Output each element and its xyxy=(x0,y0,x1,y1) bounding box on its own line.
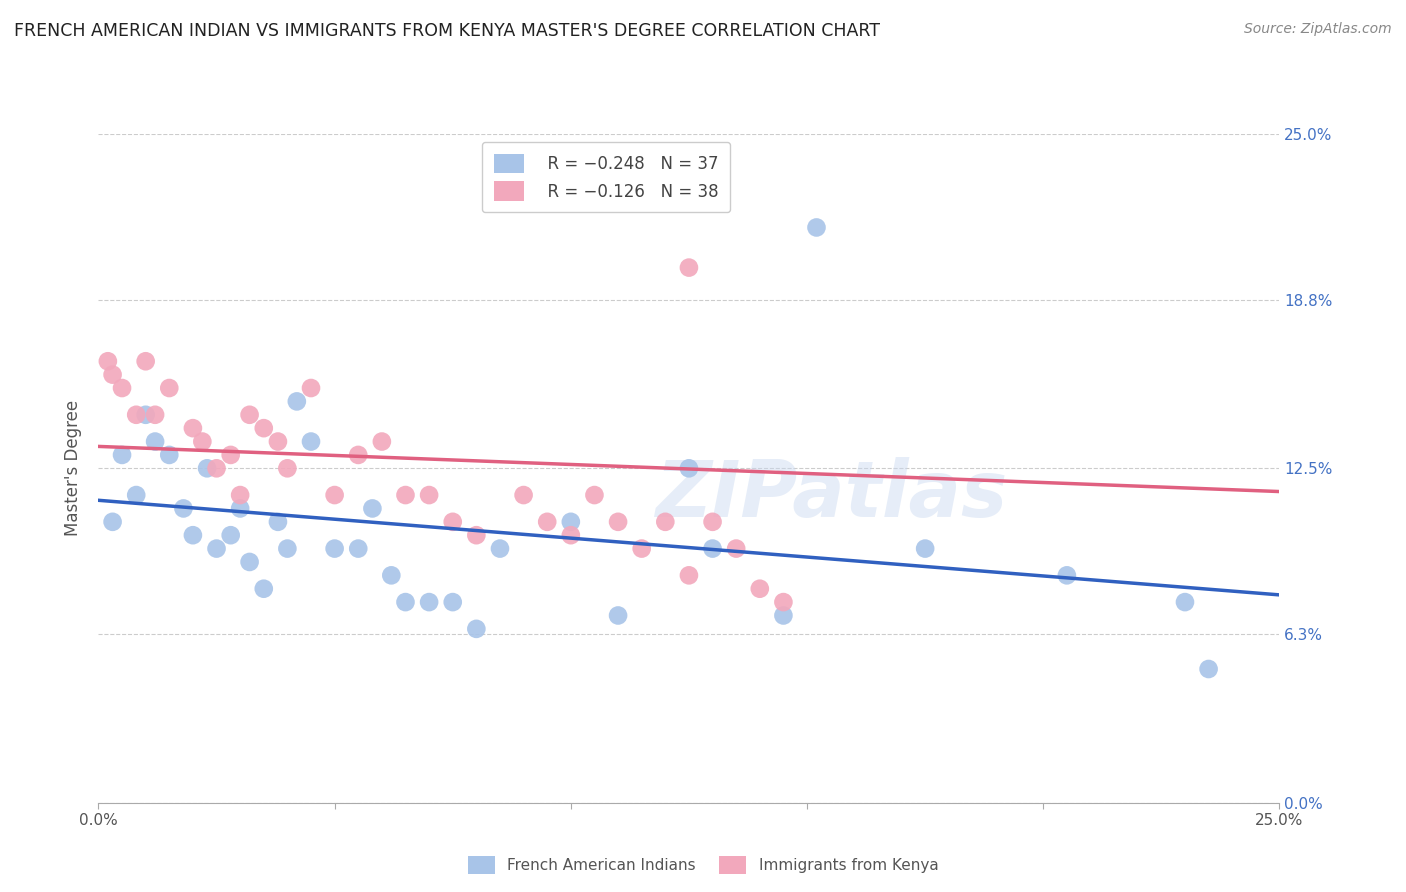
Point xyxy=(111,381,134,395)
Point xyxy=(181,528,204,542)
Point xyxy=(772,608,794,623)
Point xyxy=(380,568,402,582)
Point xyxy=(607,608,630,623)
Point xyxy=(219,528,242,542)
Text: FRENCH AMERICAN INDIAN VS IMMIGRANTS FROM KENYA MASTER'S DEGREE CORRELATION CHAR: FRENCH AMERICAN INDIAN VS IMMIGRANTS FRO… xyxy=(14,22,880,40)
Point xyxy=(205,541,228,556)
Point xyxy=(1198,662,1220,676)
Point xyxy=(111,448,134,462)
Point xyxy=(394,488,416,502)
Point xyxy=(418,488,440,502)
Point xyxy=(125,488,148,502)
Point xyxy=(394,595,416,609)
Point xyxy=(583,488,606,502)
Point xyxy=(191,434,214,449)
Point xyxy=(157,381,180,395)
Point xyxy=(512,488,534,502)
Point xyxy=(607,515,630,529)
Point xyxy=(536,515,558,529)
Point xyxy=(172,501,194,516)
Point xyxy=(630,541,652,556)
Point xyxy=(143,434,166,449)
Point xyxy=(125,408,148,422)
Point xyxy=(229,501,252,516)
Point xyxy=(219,448,242,462)
Point xyxy=(267,515,290,529)
Point xyxy=(725,541,748,556)
Point xyxy=(195,461,218,475)
Point xyxy=(702,541,724,556)
Point xyxy=(135,354,157,368)
Point xyxy=(347,448,370,462)
Point xyxy=(299,434,322,449)
Point xyxy=(253,582,276,596)
Point xyxy=(276,541,298,556)
Point xyxy=(361,501,384,516)
Legend: French American Indians, Immigrants from Kenya: French American Indians, Immigrants from… xyxy=(461,850,945,880)
Text: Source: ZipAtlas.com: Source: ZipAtlas.com xyxy=(1244,22,1392,37)
Point xyxy=(276,461,298,475)
Point xyxy=(560,528,582,542)
Point xyxy=(914,541,936,556)
Point xyxy=(1174,595,1197,609)
Point xyxy=(678,568,700,582)
Point xyxy=(748,582,770,596)
Point xyxy=(135,408,157,422)
Point xyxy=(702,515,724,529)
Y-axis label: Master's Degree: Master's Degree xyxy=(65,401,83,536)
Point xyxy=(1056,568,1078,582)
Point xyxy=(299,381,322,395)
Point xyxy=(229,488,252,502)
Point xyxy=(143,408,166,422)
Point xyxy=(441,595,464,609)
Point xyxy=(101,515,124,529)
Point xyxy=(371,434,394,449)
Point xyxy=(239,555,262,569)
Point xyxy=(101,368,124,382)
Point xyxy=(560,515,582,529)
Point xyxy=(1244,113,1267,128)
Point xyxy=(285,394,308,409)
Point xyxy=(347,541,370,556)
Point xyxy=(323,488,346,502)
Point xyxy=(181,421,204,435)
Legend:   R = −0.248   N = 37,   R = −0.126   N = 38: R = −0.248 N = 37, R = −0.126 N = 38 xyxy=(482,142,730,212)
Point xyxy=(239,408,262,422)
Point xyxy=(465,528,488,542)
Point xyxy=(205,461,228,475)
Point xyxy=(806,220,828,235)
Point xyxy=(489,541,512,556)
Point xyxy=(253,421,276,435)
Point xyxy=(772,595,794,609)
Point xyxy=(465,622,488,636)
Point xyxy=(654,515,676,529)
Point xyxy=(97,354,120,368)
Text: ZIPatlas: ZIPatlas xyxy=(655,457,1007,533)
Point xyxy=(323,541,346,556)
Point xyxy=(678,260,700,275)
Point xyxy=(441,515,464,529)
Point xyxy=(267,434,290,449)
Point xyxy=(678,461,700,475)
Point xyxy=(418,595,440,609)
Point xyxy=(157,448,180,462)
